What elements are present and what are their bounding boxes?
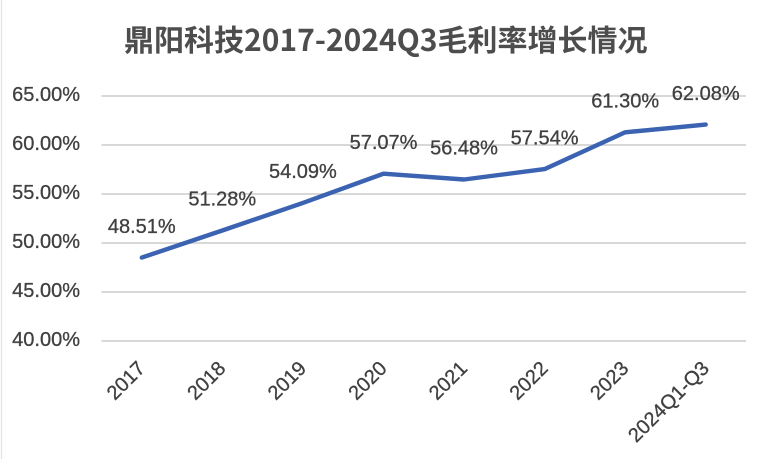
svg-text:62.08%: 62.08%: [672, 83, 740, 105]
svg-text:48.51%: 48.51%: [108, 216, 176, 238]
svg-text:65.00%: 65.00%: [12, 84, 80, 106]
svg-text:55.00%: 55.00%: [12, 182, 80, 204]
svg-text:61.30%: 61.30%: [591, 91, 659, 113]
svg-text:56.48%: 56.48%: [430, 138, 498, 160]
svg-text:60.00%: 60.00%: [12, 133, 80, 155]
svg-text:50.00%: 50.00%: [12, 231, 80, 253]
svg-text:57.54%: 57.54%: [511, 127, 579, 149]
svg-text:54.09%: 54.09%: [269, 161, 337, 183]
svg-text:40.00%: 40.00%: [12, 329, 80, 351]
svg-text:57.07%: 57.07%: [350, 132, 418, 154]
svg-text:51.28%: 51.28%: [188, 189, 256, 211]
svg-text:45.00%: 45.00%: [12, 280, 80, 302]
